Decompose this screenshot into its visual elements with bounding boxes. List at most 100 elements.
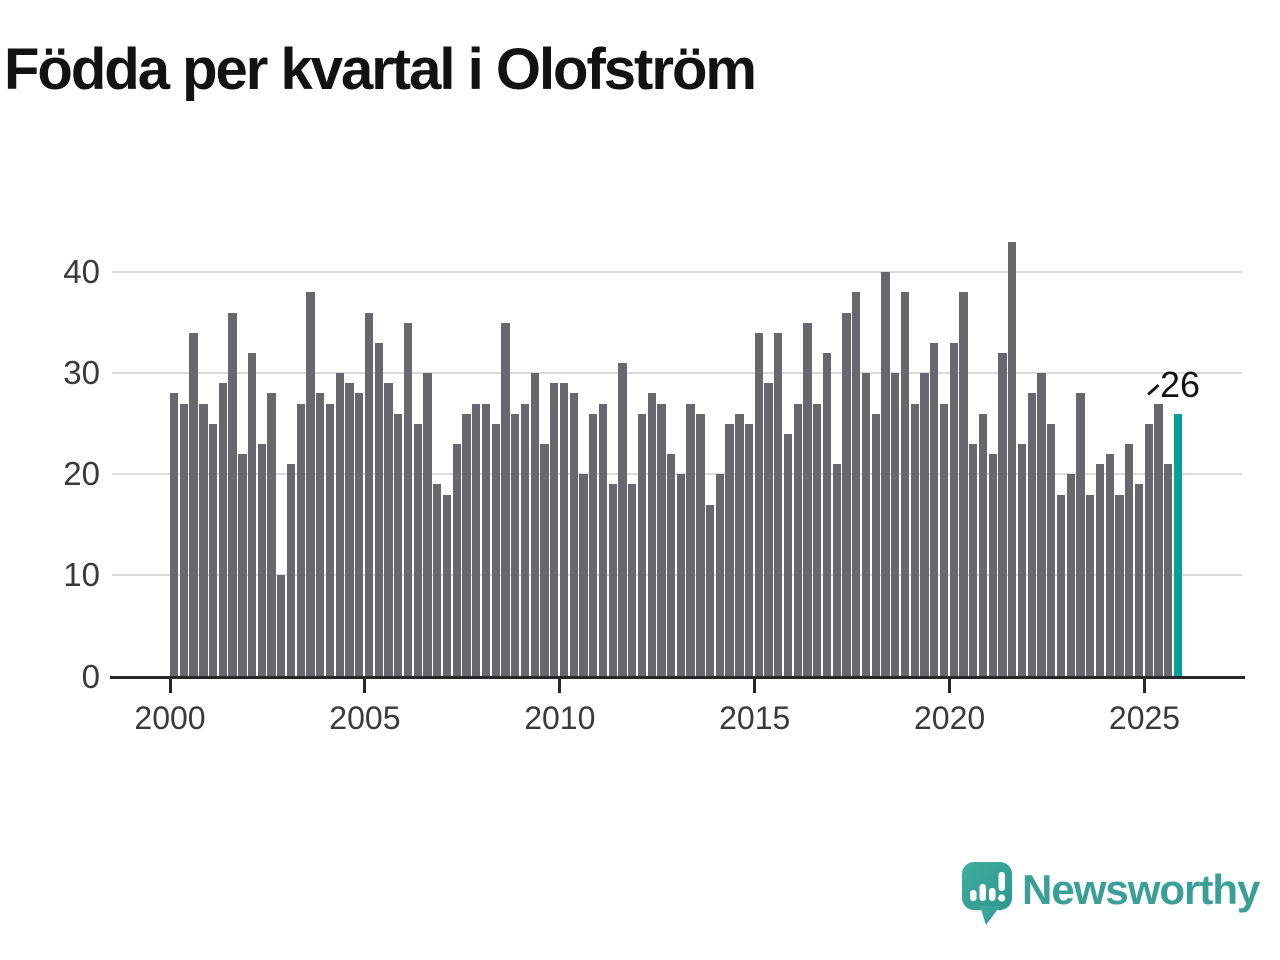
bar-2001-q2	[218, 383, 228, 677]
bar-2024-q3	[1125, 443, 1134, 677]
x-tick-mark-2020	[948, 679, 952, 693]
x-tick-mark-2010	[558, 679, 562, 693]
bar-2021-q3	[1008, 241, 1017, 677]
x-tick-label-2005: 2005	[329, 700, 401, 736]
x-tick-mark-2015	[753, 679, 757, 693]
bar-2012-q2	[647, 393, 656, 677]
bar-2009-q3	[540, 443, 549, 677]
bar-2002-q2	[257, 443, 266, 677]
bar-2018-q4	[900, 292, 910, 677]
bar-2000-q2	[179, 403, 189, 677]
bar-2008-q4	[511, 413, 520, 677]
bar-2021-q4	[1017, 443, 1027, 677]
bar-2016-q1	[793, 403, 802, 677]
bar-2003-q2	[296, 403, 305, 677]
bar-2022-q2	[1037, 373, 1046, 677]
gridline-y-40	[112, 271, 1242, 274]
bar-2015-q3	[774, 332, 783, 677]
bar-2002-q4	[277, 575, 286, 677]
bar-2007-q3	[462, 413, 471, 677]
bar-2007-q4	[472, 403, 481, 677]
bar-2022-q4	[1056, 494, 1066, 677]
bar-2017-q3	[852, 292, 861, 677]
bar-2001-q3	[228, 312, 237, 677]
bar-2017-q4	[861, 373, 871, 677]
bar-2002-q3	[267, 393, 276, 677]
bar-2011-q2	[608, 484, 617, 677]
bar-2021-q2	[998, 352, 1007, 677]
bar-2006-q3	[423, 373, 432, 677]
bar-2013-q3	[696, 413, 705, 677]
bar-2016-q2	[803, 322, 812, 677]
bar-2013-q2	[686, 403, 695, 677]
bar-2003-q4	[316, 393, 325, 677]
chart-title: Födda per kvartal i Olofström	[4, 37, 757, 102]
bar-2025-q3	[1163, 464, 1173, 677]
bar-2015-q1	[754, 332, 763, 677]
bar-2016-q4	[822, 352, 832, 677]
bar-2001-q1	[208, 423, 218, 677]
bar-2021-q1	[988, 454, 997, 677]
bar-2004-q4	[355, 393, 364, 677]
bar-2004-q2	[335, 373, 344, 677]
bar-2005-q3	[384, 383, 393, 677]
x-tick-mark-2025	[1143, 679, 1146, 693]
bar-2011-q1	[598, 403, 608, 677]
bar-2007-q2	[452, 443, 461, 677]
bar-2018-q1	[871, 413, 880, 677]
bar-2013-q1	[676, 474, 686, 677]
bar-2017-q2	[842, 312, 851, 677]
bar-2019-q1	[910, 403, 919, 677]
bar-2024-q4	[1134, 484, 1144, 677]
bar-2019-q4	[939, 403, 949, 677]
bar-2011-q4	[628, 484, 637, 677]
x-tick-label-2010: 2010	[524, 700, 596, 736]
x-tick-mark-2000	[168, 679, 172, 693]
bar-2005-q1	[364, 312, 374, 677]
bar-2018-q2	[881, 272, 890, 677]
bar-2000-q4	[199, 403, 208, 677]
bar-2023-q1	[1066, 474, 1075, 677]
y-tick-label-20: 20	[63, 455, 100, 493]
bar-2019-q2	[920, 373, 929, 677]
latest-value-annotation: 26	[1160, 364, 1201, 405]
bar-2006-q4	[433, 484, 442, 677]
newsworthy-logo: Newsworthy	[960, 860, 1280, 930]
y-tick-label-0: 0	[81, 657, 100, 695]
bar-2008-q3	[501, 322, 510, 677]
bar-2008-q1	[481, 403, 491, 677]
bar-2012-q4	[666, 454, 676, 677]
bar-2007-q1	[442, 494, 452, 677]
bar-2014-q2	[725, 423, 734, 677]
bar-2014-q4	[744, 423, 754, 677]
bar-2022-q3	[1047, 423, 1056, 677]
y-tick-label-10: 10	[63, 556, 100, 594]
bar-2023-q3	[1086, 494, 1095, 677]
bar-2009-q1	[520, 403, 530, 677]
x-tick-label-2000: 2000	[134, 700, 206, 736]
bar-2024-q2	[1115, 494, 1124, 677]
bar-2022-q1	[1027, 393, 1036, 677]
bar-2020-q4	[978, 413, 988, 677]
x-tick-label-2015: 2015	[719, 700, 791, 736]
bar-2002-q1	[247, 352, 257, 677]
x-tick-label-2020: 2020	[914, 700, 986, 736]
gridline-y-30	[112, 372, 1242, 375]
bar-2017-q1	[832, 464, 841, 677]
bar-2015-q4	[783, 433, 793, 677]
bar-2006-q1	[403, 322, 413, 677]
bar-2006-q2	[413, 423, 422, 677]
bar-2019-q3	[930, 342, 939, 677]
bar-2023-q2	[1076, 393, 1085, 677]
bar-2005-q4	[394, 413, 403, 677]
bar-2024-q1	[1105, 454, 1114, 677]
bar-2004-q1	[325, 403, 335, 677]
bar-2013-q4	[705, 504, 715, 677]
bar-2023-q4	[1095, 464, 1105, 677]
bar-2003-q1	[286, 464, 296, 677]
newsworthy-logo-text: Newsworthy	[1022, 866, 1260, 913]
bar-2003-q3	[306, 292, 315, 677]
bar-2014-q1	[715, 474, 725, 677]
bar-2016-q3	[813, 403, 822, 677]
bar-2020-q2	[959, 292, 968, 677]
